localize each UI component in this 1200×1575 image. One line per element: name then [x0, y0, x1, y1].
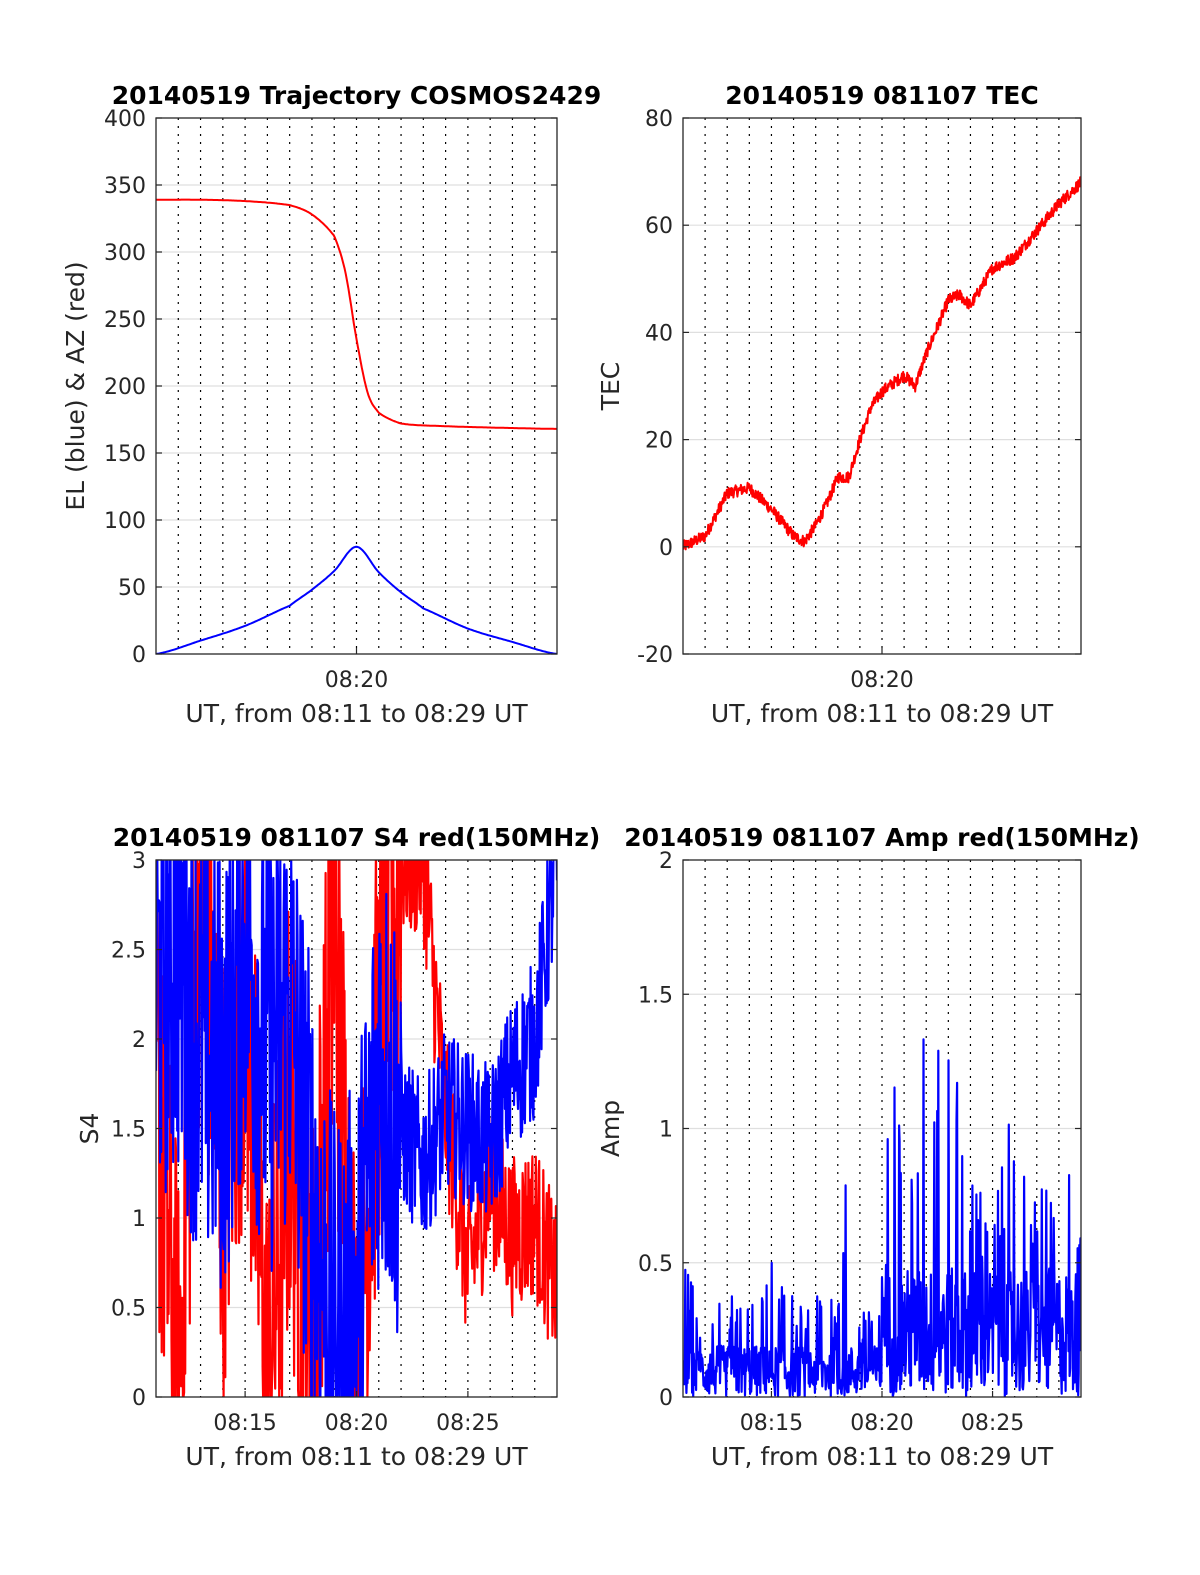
y-tick-label: 200 [104, 375, 146, 400]
y-tick-label: 1 [132, 1207, 146, 1232]
y-tick-label: 20 [645, 429, 673, 454]
chart-title: 20140519 081107 S4 red(150MHz) [113, 823, 601, 852]
x-axis-label: UT, from 08:11 to 08:29 UT [185, 699, 528, 728]
y-tick-label: 80 [645, 107, 673, 132]
chart-tec: -20 0 20 40 60 80 08:20 20140519 081107 TEC UT, … [596, 81, 1082, 728]
y-tick-label: 400 [104, 107, 146, 132]
y-tick-label: 250 [104, 308, 146, 333]
y-tick-label: 2.5 [111, 939, 146, 964]
series-line [683, 1038, 1081, 1397]
series-line [156, 860, 557, 1397]
y-tick-label: 150 [104, 442, 146, 467]
x-tick-label: 08:25 [436, 1411, 499, 1436]
x-tick-label: 08:20 [850, 1411, 913, 1436]
chart-title: 20140519 081107 TEC [725, 81, 1038, 110]
y-axis-label: Amp [596, 1100, 625, 1157]
x-tick-label: 08:20 [325, 668, 388, 693]
series-group [156, 860, 557, 1397]
chart-amp: 0 0.5 1 1.5 2 08:15 08:20 08:25 20140519 081107 … [596, 823, 1140, 1471]
y-tick-label: 2 [132, 1028, 146, 1053]
y-axis-label: S4 [75, 1113, 104, 1145]
y-tick-label: 1.5 [111, 1118, 146, 1143]
x-axis-label: UT, from 08:11 to 08:29 UT [711, 699, 1054, 728]
x-axis-label: UT, from 08:11 to 08:29 UT [711, 1442, 1054, 1471]
series-line [156, 545, 557, 654]
x-tick-label: 08:15 [213, 1411, 276, 1436]
y-tick-label: -20 [637, 643, 673, 668]
chart-s4: 0 0.5 1 1.5 2 2.5 3 08:15 08:20 08:25 20140519 081… [75, 823, 601, 1471]
series-line [156, 198, 557, 430]
y-tick-label: 3 [132, 849, 146, 874]
y-tick-label: 1.5 [638, 983, 673, 1008]
y-tick-label: 1 [659, 1118, 673, 1143]
y-tick-label: 0.5 [638, 1252, 673, 1277]
x-tick-label: 08:20 [850, 668, 913, 693]
y-tick-label: 60 [645, 214, 673, 239]
y-tick-label: 50 [118, 576, 146, 601]
y-tick-label: 0 [132, 1386, 146, 1411]
series-line [156, 860, 557, 1397]
y-tick-label: 2 [659, 849, 673, 874]
chart-title: 20140519 Trajectory COSMOS2429 [112, 81, 602, 110]
y-tick-label: 100 [104, 509, 146, 534]
x-axis-label: UT, from 08:11 to 08:29 UT [185, 1442, 528, 1471]
y-tick-label: 350 [104, 174, 146, 199]
series-group [156, 198, 557, 654]
x-tick-label: 08:15 [740, 1411, 803, 1436]
chart-title: 20140519 081107 Amp red(150MHz) [624, 823, 1140, 852]
y-tick-label: 0 [132, 643, 146, 668]
y-axis-label: TEC [596, 362, 625, 412]
y-tick-label: 0.5 [111, 1297, 146, 1322]
y-tick-label: 0 [659, 536, 673, 561]
x-tick-label: 08:20 [325, 1411, 388, 1436]
y-tick-label: 40 [645, 321, 673, 346]
y-tick-label: 0 [659, 1386, 673, 1411]
series-line [683, 176, 1081, 551]
y-tick-label: 300 [104, 241, 146, 266]
y-axis-label: EL (blue) & AZ (red) [61, 261, 90, 510]
series-group [683, 176, 1081, 551]
x-tick-label: 08:25 [961, 1411, 1024, 1436]
series-group [683, 1038, 1081, 1397]
chart-trajectory: 0 50 100 150 200 250 300 350 400 08:20 20140519 Tr… [61, 81, 601, 728]
